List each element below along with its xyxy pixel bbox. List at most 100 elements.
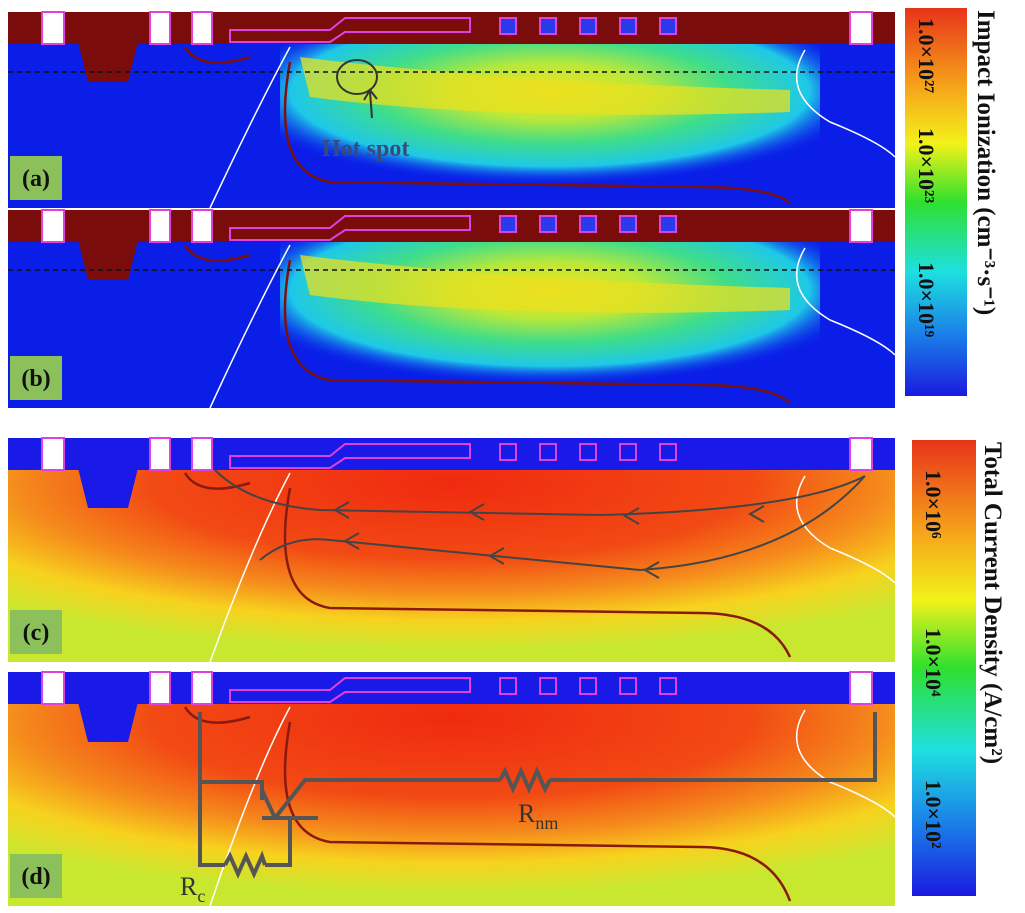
panel: (b) [8, 209, 896, 409]
gate-outline [229, 17, 471, 43]
trench [78, 42, 138, 82]
colorbar-title: Total Current Density (A/cm²) [979, 442, 1006, 764]
panel-label-box [10, 156, 62, 200]
colorbar-tick-label: 1.0×10² [921, 780, 946, 849]
top-strip [8, 210, 895, 242]
panel-label: (c) [23, 620, 50, 646]
panel-label-box [10, 356, 62, 400]
panel-label: (b) [21, 366, 50, 392]
field-plate [579, 215, 597, 233]
colorbar-title: Impact Ionization (cm⁻³·s⁻¹) [972, 10, 999, 315]
background [8, 438, 895, 662]
contact-slot [41, 671, 65, 705]
transistor [260, 789, 318, 820]
resistor [498, 766, 552, 794]
junction-line [183, 244, 791, 404]
junction-line [183, 706, 792, 902]
flow-arrowhead [332, 501, 350, 519]
current-flow-line [259, 475, 866, 572]
contact-slot [149, 209, 171, 243]
field-plate [619, 215, 637, 233]
panel-label: (a) [22, 166, 50, 192]
field-plate [539, 677, 557, 695]
resistor-subscript: nm [535, 813, 558, 833]
resistor-label: Rnm [518, 799, 558, 833]
contact-slot [849, 437, 873, 471]
field-plate [499, 215, 517, 233]
background [8, 672, 895, 906]
colorbar-tick-label: 1.0×10⁶ [921, 470, 946, 539]
colorbar-tick-label: 1.0×10¹⁹ [914, 262, 939, 338]
field-plate [659, 677, 677, 695]
contact-slot [849, 209, 873, 243]
hot-spot-marker [336, 59, 378, 95]
flow-arrowhead [747, 505, 765, 523]
field-plate [539, 215, 557, 233]
top-strip [8, 12, 895, 44]
gate-outline [229, 677, 471, 703]
contact-slot [41, 11, 65, 45]
colorbar-tick-label: 1.0×10²³ [914, 128, 939, 204]
field-plate [579, 17, 597, 35]
flow-arrowhead [467, 503, 485, 521]
panel-label-box [10, 854, 62, 898]
resistor-label: Rc [180, 872, 205, 906]
contact-slot [41, 209, 65, 243]
field-plate [579, 443, 597, 461]
field-plate [659, 443, 677, 461]
contact-slot [149, 437, 171, 471]
depletion-edge [209, 46, 896, 209]
contact-slot [191, 11, 213, 45]
panel-label-box [10, 610, 62, 654]
colorbar-tick-label: 1.0×10²⁷ [914, 18, 939, 94]
flow-arrowhead [622, 507, 640, 525]
colorbar: Total Current Density (A/cm²) 1.0×10⁶ 1.0×… [912, 440, 1006, 896]
panel: (d) Rnm Rc [8, 671, 896, 907]
circuit-wire [198, 712, 877, 867]
panels: (a) (b) (c) (d) Rnm Rc Hot spot [8, 11, 896, 907]
field-plate [619, 443, 637, 461]
field-plate [499, 17, 517, 35]
contact-slot [191, 437, 213, 471]
hot-spot-arrow [363, 88, 378, 119]
field-plate [499, 443, 517, 461]
flow-arrowhead [642, 561, 660, 579]
field-plate [659, 215, 677, 233]
field-plate [659, 17, 677, 35]
flow-arrowhead [342, 532, 360, 550]
contact-slot [849, 11, 873, 45]
field-plate [619, 677, 637, 695]
gate-outline [229, 443, 471, 469]
contact-slot [191, 671, 213, 705]
contact-slot [149, 11, 171, 45]
trench [78, 702, 138, 742]
field-plate [539, 443, 557, 461]
field-plate [539, 17, 557, 35]
colorbars: Impact Ionization (cm⁻³·s⁻¹) 1.0×10²⁷ 1.0×… [905, 8, 1006, 896]
field-plate [579, 677, 597, 695]
trench [78, 240, 138, 280]
panel: (a) [8, 11, 896, 209]
hot-spot-label: Hot spot [322, 136, 409, 162]
gate-outline [229, 215, 471, 241]
resistor [223, 850, 267, 879]
panel-label: (d) [21, 864, 50, 890]
current-flow-line [214, 469, 866, 517]
top-strip [8, 672, 895, 704]
colorbar: Impact Ionization (cm⁻³·s⁻¹) 1.0×10²⁷ 1.0×… [905, 8, 999, 396]
colorbar-gradient [905, 8, 967, 396]
flow-arrowhead [487, 547, 505, 565]
contact-slot [849, 671, 873, 705]
resistor-subscript: c [197, 886, 205, 906]
colorbar-tick-label: 1.0×10⁴ [921, 628, 946, 697]
field-plate [619, 17, 637, 35]
junction-line [183, 46, 791, 205]
field-plate [499, 677, 517, 695]
depletion-edge [209, 244, 896, 409]
top-strip [8, 438, 895, 470]
ionization-region [280, 235, 820, 393]
trench [78, 468, 138, 508]
contact-slot [149, 671, 171, 705]
panel: (c) [8, 437, 896, 663]
